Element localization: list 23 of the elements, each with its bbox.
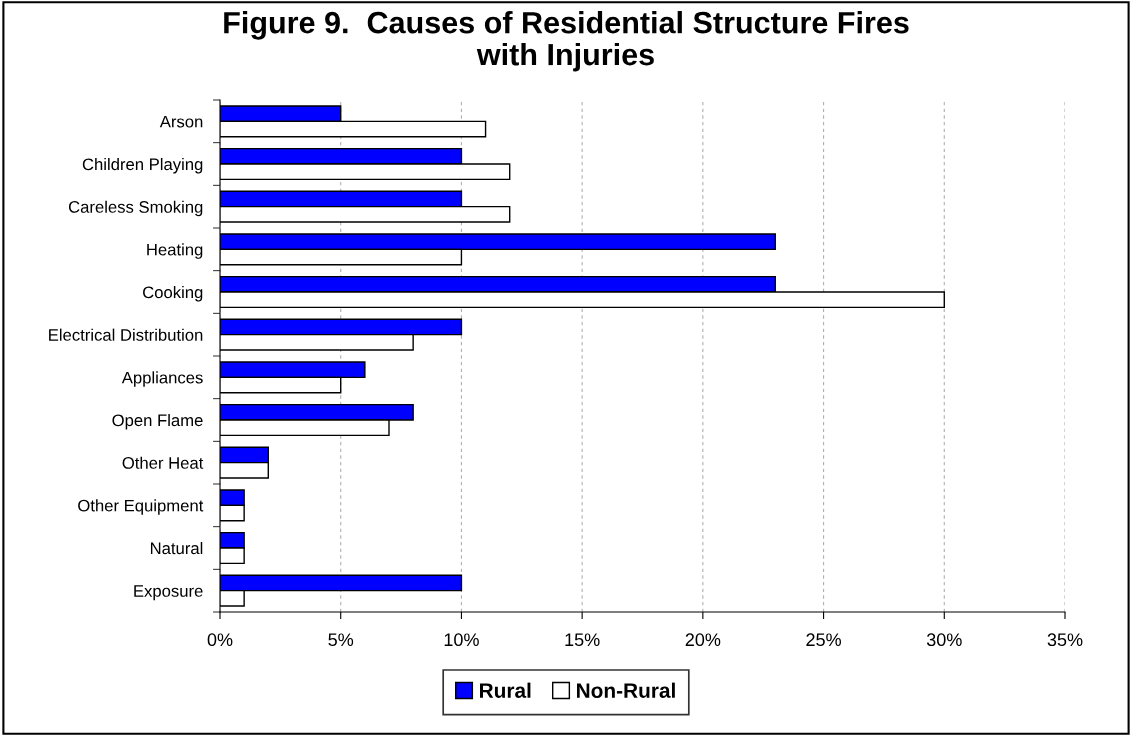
legend-label: Rural [480,682,531,698]
y-tick-label: Children Playing [82,157,203,174]
y-tick-label: Careless Smoking [68,200,203,217]
x-tick-label: 15% [565,633,600,647]
x-tick-label: 30% [926,633,962,647]
chart-title: Figure 9. Causes of Residential Structure Fires with Injuries [224,11,909,72]
legend-label: Non-Rural [577,682,675,698]
x-tick-label: 35% [1047,633,1083,647]
y-tick-label: Exposure [134,585,203,601]
x-tick-label: 25% [806,633,841,647]
y-tick-label: Cooking [143,285,203,302]
y-tick-label: Appliances [121,371,203,387]
y-tick-label: Electrical Distribution [49,328,203,341]
y-tick-label: Arson [159,115,203,128]
y-tick-label: Heating [147,243,203,259]
y-tick-label: Natural [150,541,203,555]
x-tick-label: 5% [328,633,354,647]
y-tick-label: Other Heat [122,456,204,469]
y-tick-label: Open Flame [112,413,203,430]
x-tick-label: 10% [444,633,479,647]
x-tick-label: 20% [685,633,721,647]
y-tick-label: Other Equipment [78,499,204,515]
x-tick-label: 0% [207,633,233,647]
